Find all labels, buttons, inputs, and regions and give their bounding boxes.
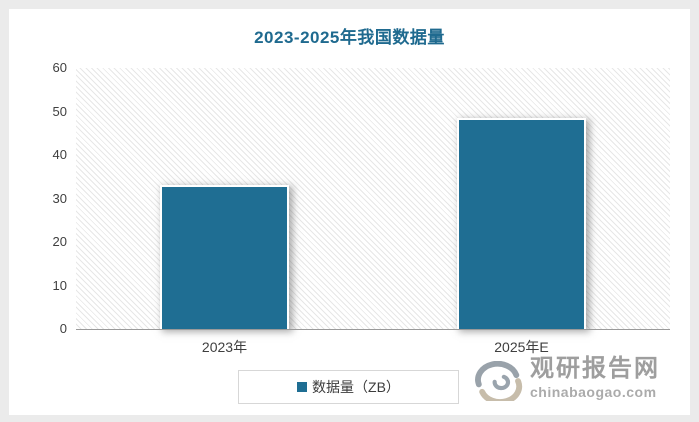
bar-2025年E <box>457 118 586 329</box>
plot-area <box>76 68 670 329</box>
x-category-label: 2025年E <box>494 339 549 355</box>
x-axis-line <box>76 329 670 330</box>
legend: 数据量（ZB） <box>238 370 459 404</box>
chart-title: 2023-2025年我国数据量 <box>254 28 445 47</box>
watermark-swirl-logo-icon <box>475 361 523 401</box>
y-tick-label: 50 <box>52 103 67 119</box>
y-tick-label: 10 <box>52 277 67 293</box>
watermark-site: chinabaogao.com <box>530 384 657 400</box>
y-tick-label: 0 <box>59 321 67 336</box>
chart-canvas: 2023-2025年我国数据量 0 10 20 30 40 50 60 2023年 2025年… <box>9 9 690 415</box>
watermark-brand: 观研报告网 <box>530 355 660 382</box>
watermark-text: 观研报告网 chinabaogao.com <box>530 355 660 401</box>
y-tick-label: 60 <box>52 60 67 75</box>
legend-swatch-icon <box>297 382 308 392</box>
legend-label: 数据量（ZB） <box>312 379 400 395</box>
watermark: 观研报告网 chinabaogao.com <box>473 356 660 401</box>
x-category-label: 2023年 <box>201 339 248 355</box>
y-tick-label: 40 <box>52 147 67 162</box>
y-tick-label: 20 <box>52 234 67 249</box>
y-tick-label: 30 <box>52 190 67 206</box>
bar-2023年 <box>160 185 289 329</box>
